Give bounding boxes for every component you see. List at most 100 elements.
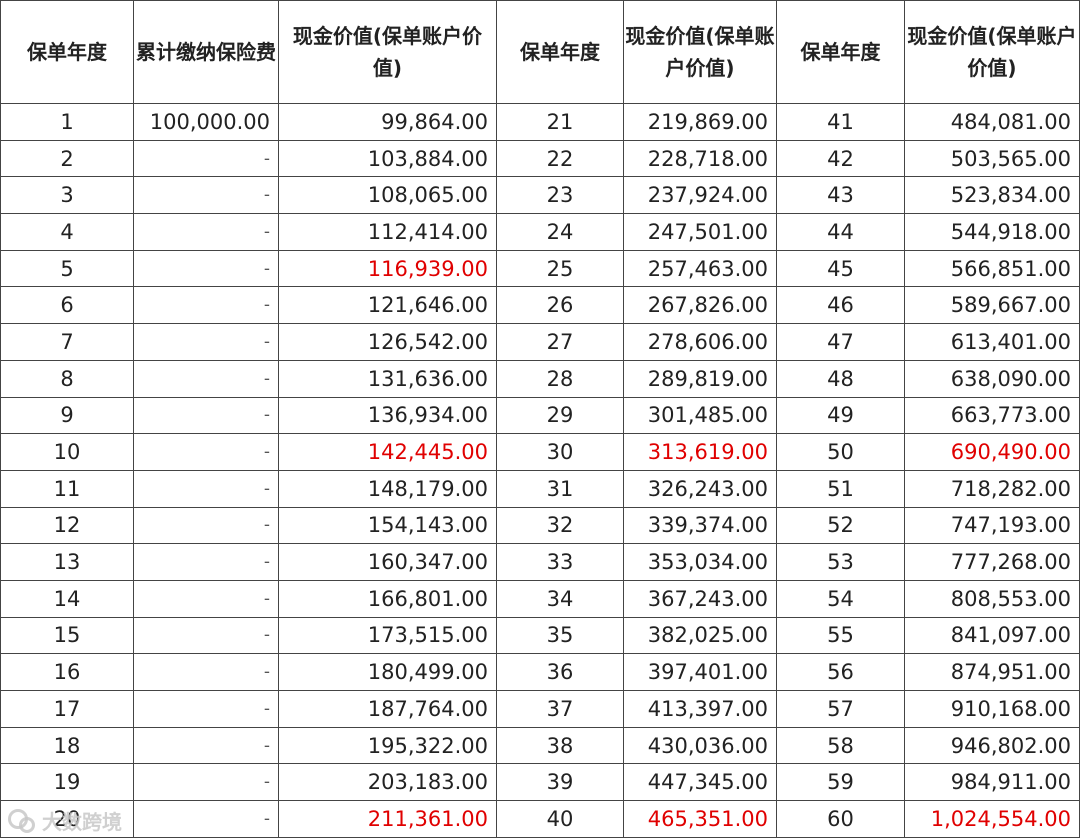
cell-policy-year: 27 — [496, 323, 624, 361]
table-row: 17-187,764.00 37 413,397.00 57 910,168.00 — [0, 690, 1080, 728]
cell-policy-year: 5 — [0, 249, 134, 288]
cell-policy-year: 52 — [776, 506, 905, 545]
cell-policy-year: 28 — [496, 359, 624, 398]
cell-policy-year: 15 — [0, 616, 134, 655]
cell-policy-year: 22 — [496, 139, 624, 178]
cell-cumulative-premium: - — [133, 469, 279, 508]
cell-cash-value: 108,065.00 — [278, 176, 497, 215]
cell-policy-year: 45 — [776, 249, 905, 288]
table-row: 20-211,361.00 40 465,351.00 60 1,024,554.00 — [0, 800, 1080, 838]
cell-policy-year: 54 — [776, 579, 905, 618]
cell-cumulative-premium: - — [133, 396, 279, 435]
table-row: 8-131,636.00 28 289,819.00 48 638,090.00 — [0, 359, 1080, 398]
cell-cash-value: 339,374.00 — [623, 506, 777, 545]
cell-policy-year: 17 — [0, 690, 134, 728]
cell-policy-year: 46 — [776, 286, 905, 325]
cell-cash-value: 99,864.00 — [278, 103, 497, 141]
cell-policy-year: 49 — [776, 396, 905, 435]
cell-policy-year: 29 — [496, 396, 624, 435]
table-row: 11-148,179.00 31 326,243.00 51 718,282.00 — [0, 469, 1080, 508]
header-cumulative-premium: 累计缴纳保险费 — [133, 0, 279, 104]
cell-policy-year: 38 — [496, 726, 624, 765]
cell-cash-value: 367,243.00 — [623, 579, 777, 618]
cell-cumulative-premium: - — [133, 176, 279, 215]
cell-cash-value: 142,445.00 — [278, 433, 497, 471]
cell-policy-year: 30 — [496, 433, 624, 471]
cell-cash-value: 103,884.00 — [278, 139, 497, 178]
cell-cumulative-premium: - — [133, 653, 279, 691]
cell-policy-year: 21 — [496, 103, 624, 141]
cell-cash-value: 566,851.00 — [904, 249, 1080, 288]
cell-cash-value: 116,939.00 — [278, 249, 497, 288]
cell-policy-year: 20 — [0, 800, 134, 838]
cell-policy-year: 4 — [0, 213, 134, 251]
table-row: 14-166,801.00 34 367,243.00 54 808,553.00 — [0, 579, 1080, 618]
cell-policy-year: 9 — [0, 396, 134, 435]
cell-cash-value: 289,819.00 — [623, 359, 777, 398]
cell-cash-value: 613,401.00 — [904, 323, 1080, 361]
table-row: 18-195,322.00 38 430,036.00 58 946,802.00 — [0, 726, 1080, 765]
cell-policy-year: 51 — [776, 469, 905, 508]
cell-cumulative-premium: - — [133, 323, 279, 361]
cell-policy-year: 58 — [776, 726, 905, 765]
cell-policy-year: 32 — [496, 506, 624, 545]
cell-cash-value: 136,934.00 — [278, 396, 497, 435]
cell-cumulative-premium: - — [133, 286, 279, 325]
cell-cash-value: 187,764.00 — [278, 690, 497, 728]
cell-cumulative-premium: - — [133, 763, 279, 802]
cell-policy-year: 25 — [496, 249, 624, 288]
cell-policy-year: 57 — [776, 690, 905, 728]
cell-policy-year: 48 — [776, 359, 905, 398]
cell-policy-year: 59 — [776, 763, 905, 802]
cell-cash-value: 503,565.00 — [904, 139, 1080, 178]
cell-cash-value: 523,834.00 — [904, 176, 1080, 215]
cell-cash-value: 777,268.00 — [904, 543, 1080, 581]
cell-cash-value: 718,282.00 — [904, 469, 1080, 508]
cell-cash-value: 228,718.00 — [623, 139, 777, 178]
table-row: 16-180,499.00 36 397,401.00 56 874,951.00 — [0, 653, 1080, 691]
cell-policy-year: 36 — [496, 653, 624, 691]
cell-cash-value: 237,924.00 — [623, 176, 777, 215]
cell-policy-year: 10 — [0, 433, 134, 471]
table-row: 7-126,542.00 27 278,606.00 47 613,401.00 — [0, 323, 1080, 361]
cell-cumulative-premium: 100,000.00 — [133, 103, 279, 141]
cell-policy-year: 56 — [776, 653, 905, 691]
cell-policy-year: 42 — [776, 139, 905, 178]
cell-cumulative-premium: - — [133, 690, 279, 728]
cell-policy-year: 55 — [776, 616, 905, 655]
cell-cash-value: 910,168.00 — [904, 690, 1080, 728]
cell-cash-value: 219,869.00 — [623, 103, 777, 141]
cell-policy-year: 44 — [776, 213, 905, 251]
cell-cumulative-premium: - — [133, 800, 279, 838]
table-row: 3-108,065.00 23 237,924.00 43 523,834.00 — [0, 176, 1080, 215]
cell-cash-value: 984,911.00 — [904, 763, 1080, 802]
header-policy-year: 保单年度 — [496, 0, 624, 104]
cell-cumulative-premium: - — [133, 726, 279, 765]
cell-cash-value: 808,553.00 — [904, 579, 1080, 618]
cell-cash-value: 313,619.00 — [623, 433, 777, 471]
cell-policy-year: 3 — [0, 176, 134, 215]
header-policy-year: 保单年度 — [0, 0, 134, 104]
header-policy-year: 保单年度 — [776, 0, 905, 104]
cell-policy-year: 60 — [776, 800, 905, 838]
cell-cash-value: 160,347.00 — [278, 543, 497, 581]
cell-policy-year: 1 — [0, 103, 134, 141]
cell-cumulative-premium: - — [133, 249, 279, 288]
cell-policy-year: 33 — [496, 543, 624, 581]
table-row: 9-136,934.00 29 301,485.00 49 663,773.00 — [0, 396, 1080, 435]
cell-policy-year: 24 — [496, 213, 624, 251]
cell-policy-year: 11 — [0, 469, 134, 508]
cell-cash-value: 841,097.00 — [904, 616, 1080, 655]
cell-cumulative-premium: - — [133, 543, 279, 581]
cell-policy-year: 50 — [776, 433, 905, 471]
cell-policy-year: 7 — [0, 323, 134, 361]
cell-policy-year: 18 — [0, 726, 134, 765]
cell-policy-year: 16 — [0, 653, 134, 691]
cell-cumulative-premium: - — [133, 506, 279, 545]
cell-cash-value: 148,179.00 — [278, 469, 497, 508]
cell-cash-value: 413,397.00 — [623, 690, 777, 728]
cell-cash-value: 257,463.00 — [623, 249, 777, 288]
cell-cumulative-premium: - — [133, 433, 279, 471]
cell-cash-value: 397,401.00 — [623, 653, 777, 691]
